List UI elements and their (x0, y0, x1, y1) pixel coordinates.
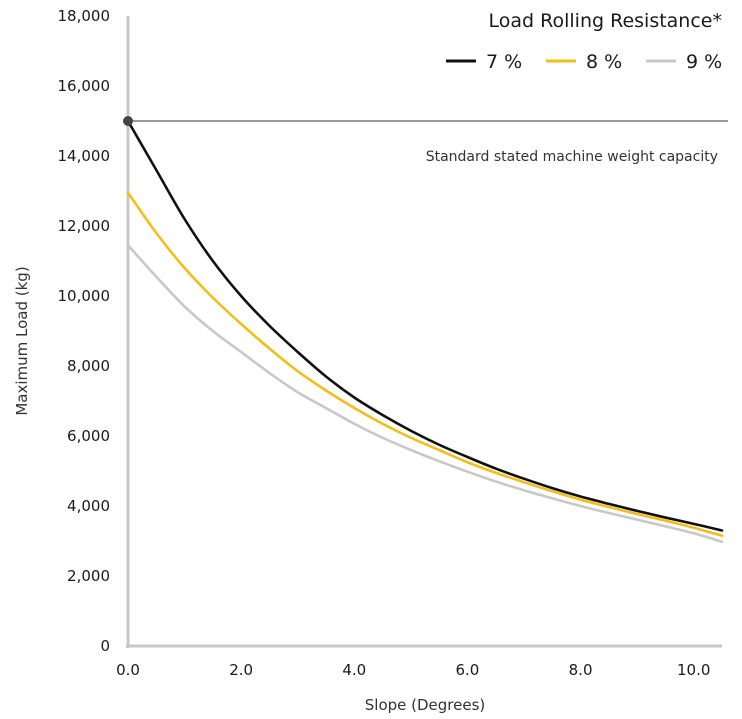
legend-label: 9 % (686, 51, 722, 73)
legend-title: Load Rolling Resistance* (489, 10, 722, 32)
x-axis-title: Slope (Degrees) (365, 696, 486, 714)
y-tick-label: 4,000 (67, 497, 110, 515)
x-tick-label: 8.0 (569, 661, 593, 679)
series-lines (126, 119, 724, 543)
y-tick-label: 18,000 (58, 7, 111, 25)
x-tick-label: 6.0 (455, 661, 479, 679)
legend: 7 % 8 % 9 % (446, 51, 722, 73)
capacity-point-marker (123, 116, 133, 126)
y-axis-title: Maximum Load (kg) (13, 266, 31, 415)
legend-label: 7 % (486, 51, 522, 73)
y-tick-label: 12,000 (58, 217, 111, 235)
series-line-8pct (126, 191, 724, 538)
y-tick-label: 8,000 (67, 357, 110, 375)
y-tick-label: 0 (100, 637, 110, 655)
y-tick-label: 10,000 (58, 287, 111, 305)
y-tick-label: 14,000 (58, 147, 111, 165)
y-tick-label: 16,000 (58, 77, 111, 95)
capacity-reference-label: Standard stated machine weight capacity (426, 149, 718, 165)
series-line-9pct (126, 243, 724, 543)
x-tick-label: 4.0 (342, 661, 366, 679)
legend-label: 8 % (586, 51, 622, 73)
y-tick-label: 6,000 (67, 427, 110, 445)
x-tick-label: 2.0 (229, 661, 253, 679)
x-axis-ticks: 0.0 2.0 4.0 6.0 8.0 10.0 (116, 661, 710, 679)
series-line-7pct (126, 119, 724, 532)
y-axis-ticks: 0 2,000 4,000 6,000 8,000 10,000 12,000 14,000 1… (58, 7, 111, 655)
x-tick-label: 10.0 (677, 661, 710, 679)
x-tick-label: 0.0 (116, 661, 140, 679)
y-tick-label: 2,000 (67, 567, 110, 585)
